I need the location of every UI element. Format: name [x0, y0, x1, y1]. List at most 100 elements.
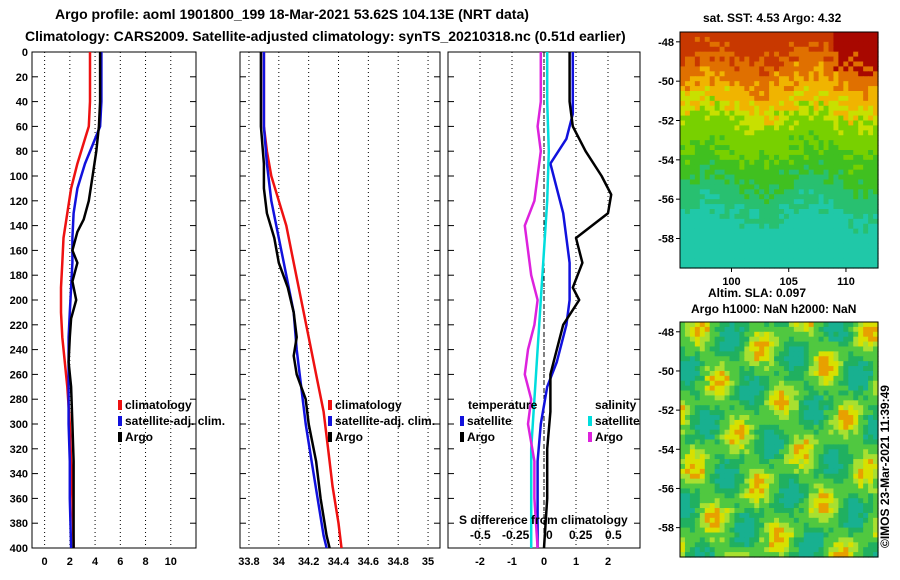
sla-map-cell	[764, 400, 770, 406]
sla-map-cell	[873, 463, 879, 470]
series-line-temperature-argo	[542, 52, 613, 549]
sst-map-cell	[724, 61, 731, 68]
sla-map-cell	[788, 454, 795, 460]
sla-map-cell	[868, 508, 874, 514]
sla-map-cell	[823, 380, 830, 387]
sla-map-cell	[863, 415, 869, 421]
sla-map-cell	[813, 395, 820, 401]
sla-map-cell	[754, 400, 760, 406]
sla-map-cell	[694, 336, 701, 343]
sst-map-cell	[734, 238, 740, 245]
sla-map-cell	[793, 341, 800, 348]
sla-map-cell	[813, 527, 820, 534]
sst-map-cell	[788, 189, 795, 195]
sla-map-cell	[863, 552, 869, 558]
sst-map-cell	[828, 189, 835, 195]
sst-map-cell	[853, 164, 859, 171]
sla-map-cell	[788, 370, 795, 377]
sla-map-cell	[699, 454, 706, 460]
sla-map-cell	[828, 361, 835, 367]
sla-map-cell	[744, 366, 750, 372]
sst-map-cell	[699, 86, 706, 92]
sla-map-cell	[759, 341, 765, 348]
sst-map-cell	[754, 110, 760, 117]
sla-map-cell	[818, 478, 825, 485]
sla-map-cell	[873, 454, 879, 460]
sst-map-cell	[828, 248, 835, 254]
sst-map-cell	[749, 204, 755, 210]
sla-map-cell	[739, 415, 745, 421]
sla-map-cell	[853, 449, 859, 455]
sla-map-cell	[769, 380, 775, 387]
sst-map-cell	[798, 115, 805, 122]
sst-map-cell	[823, 243, 830, 249]
sst-map-cell	[744, 140, 750, 146]
sla-map-cell	[803, 454, 810, 460]
sst-map-cell	[848, 81, 854, 87]
sla-map-cell	[848, 415, 854, 421]
sla-map-cell	[823, 449, 830, 455]
sst-map-cell	[714, 150, 721, 156]
sst-map-cell	[808, 110, 815, 117]
sst-map-cell	[684, 135, 691, 141]
sla-map-cell	[774, 395, 780, 401]
sst-map-cell	[803, 184, 810, 190]
sst-map-cell	[833, 95, 839, 102]
sla-map-cell	[694, 498, 701, 504]
sla-map-cell	[848, 385, 854, 392]
sla-map-cell	[779, 527, 785, 534]
sla-map-cell	[729, 380, 736, 387]
sla-map-cell	[769, 326, 775, 333]
sla-map-cell	[759, 512, 765, 519]
sla-map-cell	[858, 434, 864, 441]
sst-map-cell	[719, 194, 726, 200]
sst-map-cell	[828, 145, 835, 151]
sst-map-cell	[739, 61, 745, 68]
sst-map-cell	[774, 169, 780, 176]
sla-map-cell	[788, 356, 795, 362]
sst-map-cell	[754, 169, 760, 176]
sla-map-cell	[873, 375, 879, 382]
sla-map-cell	[838, 463, 844, 470]
sst-map-cell	[788, 95, 795, 102]
sla-map-cell	[783, 375, 790, 382]
sla-map-cell	[818, 532, 825, 539]
sla-map-cell	[783, 390, 790, 397]
sla-map-cell	[788, 483, 795, 490]
sst-map-cell	[764, 41, 770, 48]
sla-map-cell	[709, 454, 716, 460]
sla-map-cell	[714, 468, 721, 475]
sst-map-cell	[714, 76, 721, 82]
sst-map-cell	[848, 154, 854, 161]
sla-map-cell	[833, 341, 839, 348]
sst-map-cell	[793, 66, 800, 72]
sst-map-cell	[873, 135, 879, 141]
sla-map-cell	[769, 537, 775, 543]
sla-map-cell	[873, 444, 879, 450]
sst-map-cell	[719, 154, 726, 161]
sla-map-cell	[694, 415, 701, 421]
sst-map-cell	[868, 213, 874, 220]
sla-map-cell	[684, 331, 691, 338]
sst-map-cell	[734, 36, 740, 43]
sst-map-cell	[813, 61, 820, 68]
sst-map-cell	[863, 51, 869, 58]
sla-map-cell	[759, 380, 765, 387]
sla-map-cell	[689, 483, 696, 490]
sst-map-cell	[744, 248, 750, 254]
sla-map-cell	[838, 449, 844, 455]
sst-map-cell	[704, 228, 711, 235]
sst-map-cell	[863, 223, 869, 230]
sla-map-cell	[699, 532, 706, 539]
sst-map-cell	[739, 41, 745, 48]
sst-map-cell	[868, 130, 874, 136]
sst-map-cell	[808, 199, 815, 205]
sst-map-cell	[739, 174, 745, 181]
sst-map-cell	[833, 228, 839, 235]
sla-map-cell	[833, 454, 839, 460]
sst-map-cell	[704, 120, 711, 127]
sst-map-cell	[838, 61, 844, 68]
sst-map-cell	[754, 154, 760, 161]
sst-map-cell	[739, 238, 745, 245]
sst-map-cell	[744, 204, 750, 210]
